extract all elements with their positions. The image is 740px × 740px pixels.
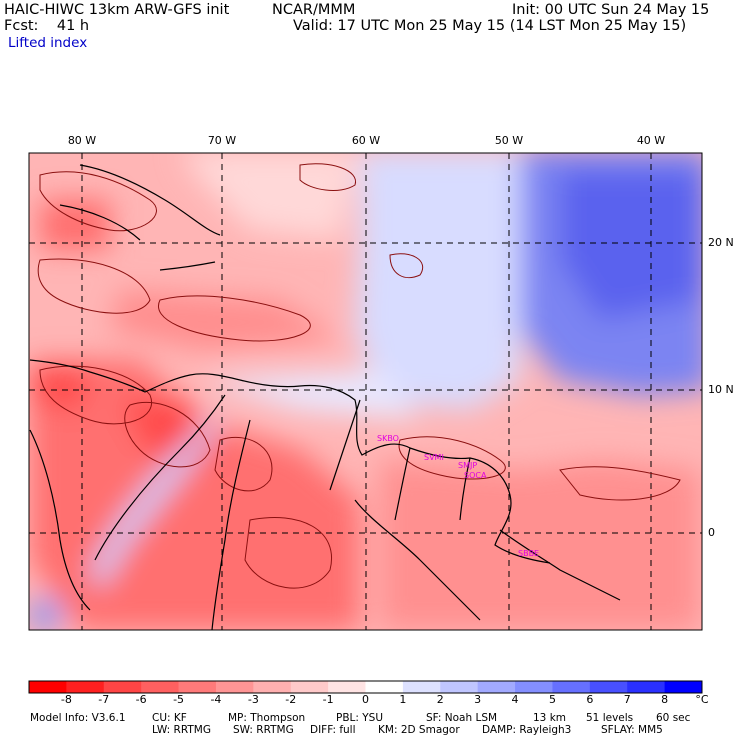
colorbar-tick-label: -3 [247, 693, 259, 706]
station-svmi: SVMI [424, 453, 444, 462]
colorbar-tick-label: -2 [285, 693, 297, 706]
colorbar-box [515, 681, 553, 693]
lifted-index-contours [37, 163, 681, 589]
info-model: Model Info: V3.6.1 [30, 712, 126, 724]
colorbar-box [66, 681, 105, 693]
station-smjp: SMJP [458, 461, 477, 470]
colorbar-box [215, 681, 254, 693]
colorbar-tick-label: -6 [135, 693, 147, 706]
lon-label-70w: 70 W [207, 134, 237, 147]
colorbar-tick-label: -5 [173, 693, 185, 706]
colorbar-box [589, 681, 628, 693]
lat-label-20n: 20 N [708, 236, 734, 249]
colorbar-tick-label: 2 [436, 693, 444, 706]
colorbar-box [477, 681, 516, 693]
info-lw: LW: RRTMG [152, 724, 211, 736]
info-levels: 51 levels [586, 712, 634, 724]
org-label: NCAR/MMM [272, 2, 356, 18]
colorbar-tick-label: 6 [586, 693, 594, 706]
colorbar-tick-label: 8 [661, 693, 669, 706]
colorbar-box [178, 681, 217, 693]
station-soca: SOCA [464, 471, 487, 480]
station-sbbe: SBBE [518, 549, 539, 558]
info-sflay: SFLAY: MM5 [601, 724, 663, 736]
colorbar-box [627, 681, 666, 693]
colorbar-box [290, 681, 329, 693]
field-shading [30, 153, 702, 630]
colorbar-tick-label: -4 [210, 693, 222, 706]
field-name: Lifted index [8, 35, 88, 51]
colorbar-tick-label: -7 [98, 693, 110, 706]
lon-label-40w: 40 W [636, 134, 666, 147]
info-diff: DIFF: full [310, 724, 356, 736]
colorbar-tick-label: -8 [60, 693, 72, 706]
colorbar-tick-label: 4 [511, 693, 519, 706]
info-cu: CU: KF [152, 712, 187, 724]
coastlines [29, 164, 621, 630]
colorbar-box [103, 681, 142, 693]
colorbar-box [365, 681, 404, 693]
colorbar-tick-label: 1 [399, 693, 407, 706]
colorbar-box [440, 681, 479, 693]
lon-label-50w: 50 W [494, 134, 524, 147]
colorbar-tick-label: -1 [322, 693, 334, 706]
valid-time: Valid: 17 UTC Mon 25 May 15 (14 LST Mon … [293, 18, 687, 34]
info-timestep: 60 sec [656, 712, 691, 724]
init-time: Init: 00 UTC Sun 24 May 15 [512, 2, 710, 18]
colorbar-box [328, 681, 366, 693]
colorbar-box [253, 681, 292, 693]
colorbar-box [664, 681, 703, 693]
model-title: HAIC-HIWC 13km ARW-GFS init [4, 2, 230, 18]
map-frame [28, 152, 703, 631]
colorbar-box [402, 681, 441, 693]
colorbar-tick-label: 5 [548, 693, 556, 706]
station-labels: SKBO SVMI SMJP SOCA SBBE [377, 434, 539, 558]
info-damp: DAMP: Rayleigh3 [482, 724, 572, 736]
info-sw: SW: RRTMG [233, 724, 294, 736]
colorbar-box [552, 681, 591, 693]
lat-label-0: 0 [708, 526, 715, 539]
lon-label-80w: 80 W [67, 134, 97, 147]
info-sf: SF: Noah LSM [426, 712, 498, 724]
info-resolution: 13 km [533, 712, 567, 724]
colorbar-box [29, 681, 67, 693]
lon-label-60w: 60 W [351, 134, 381, 147]
colorbar-box [141, 681, 180, 693]
lat-label-10n: 10 N [708, 383, 734, 396]
info-pbl: PBL: YSU [336, 712, 384, 724]
colorbar-tick-label: 7 [623, 693, 631, 706]
colorbar-tick-label: 0 [362, 693, 369, 706]
colorbar-tick-label: 3 [474, 693, 482, 706]
forecast-hour: Fcst: 41 h [4, 18, 90, 34]
info-km: KM: 2D Smagor [378, 724, 460, 736]
colorbar-frame [28, 680, 703, 694]
colorbar-unit: °C [695, 693, 709, 706]
info-mp: MP: Thompson [228, 712, 306, 724]
station-skbo: SKBO [377, 434, 399, 443]
